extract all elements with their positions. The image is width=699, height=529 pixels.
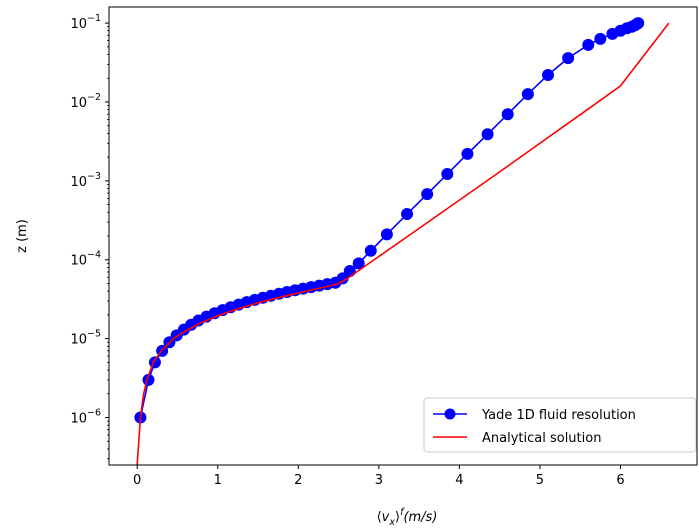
y-tick-label: 10−3	[70, 171, 101, 190]
plot-series	[134, 17, 670, 465]
series-yade-point	[352, 257, 365, 270]
legend: Yade 1D fluid resolution Analytical solut…	[423, 397, 697, 453]
series-analytical-line	[136, 22, 670, 465]
x-tick-label: 3	[375, 473, 383, 488]
y-tick-label: 10−5	[70, 329, 101, 348]
y-tick-label: 10−2	[70, 92, 101, 111]
series-yade-point	[501, 108, 514, 121]
series-yade-point	[632, 17, 645, 30]
x-tick-label: 6	[616, 473, 624, 488]
x-tick-label: 4	[455, 473, 463, 488]
y-tick-label: 10−6	[70, 408, 101, 427]
series-yade-point	[521, 88, 534, 101]
y-axis-label: z (m)	[15, 219, 30, 253]
x-tick-label: 1	[214, 473, 222, 488]
series-yade-point	[421, 188, 434, 201]
y-tick-label: 10−1	[70, 13, 101, 32]
series-yade-point	[594, 32, 607, 45]
x-axis-label: ⟨vx⟩f(m/s)	[377, 507, 438, 528]
series-yade-point	[562, 52, 575, 65]
x-axis-ticks: 0 1 2 3 4 5 6	[133, 465, 625, 488]
x-tick-label: 2	[294, 473, 302, 488]
series-yade-point	[336, 272, 349, 285]
x-tick-label: 5	[536, 473, 544, 488]
series-yade-point	[461, 147, 474, 160]
series-yade-point	[441, 168, 454, 181]
legend-analytical-label: Analytical solution	[482, 431, 601, 446]
legend-yade-label: Yade 1D fluid resolution	[481, 408, 636, 423]
y-axis-ticks: 10−6 10−5 10−4 10−3 10−2 10−1	[70, 13, 109, 460]
legend-box	[423, 397, 697, 453]
series-yade-point	[401, 208, 414, 221]
series-yade-point	[364, 244, 377, 257]
y-tick-label: 10−4	[70, 250, 101, 269]
series-yade-point	[481, 128, 494, 141]
series-yade-point	[380, 228, 393, 241]
series-yade-point	[148, 356, 161, 369]
x-tick-label: 0	[133, 473, 141, 488]
series-yade-point	[582, 38, 595, 51]
series-yade-point	[541, 68, 554, 81]
legend-yade-marker	[444, 408, 456, 420]
